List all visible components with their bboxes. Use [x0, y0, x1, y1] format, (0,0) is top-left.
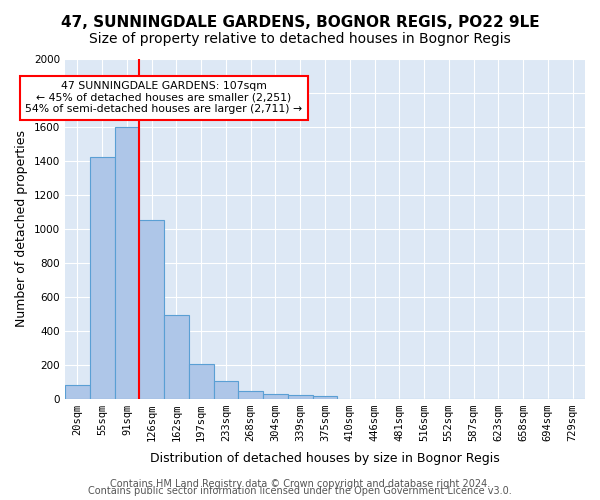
- Text: 47, SUNNINGDALE GARDENS, BOGNOR REGIS, PO22 9LE: 47, SUNNINGDALE GARDENS, BOGNOR REGIS, P…: [61, 15, 539, 30]
- Text: Contains HM Land Registry data © Crown copyright and database right 2024.: Contains HM Land Registry data © Crown c…: [110, 479, 490, 489]
- X-axis label: Distribution of detached houses by size in Bognor Regis: Distribution of detached houses by size …: [150, 452, 500, 465]
- Bar: [139, 220, 164, 398]
- Text: Contains public sector information licensed under the Open Government Licence v3: Contains public sector information licen…: [88, 486, 512, 496]
- Bar: [313, 396, 337, 398]
- Y-axis label: Number of detached properties: Number of detached properties: [16, 130, 28, 328]
- Bar: [90, 158, 115, 398]
- Bar: [65, 385, 90, 398]
- Bar: [263, 394, 288, 398]
- Bar: [238, 391, 263, 398]
- Bar: [164, 316, 189, 398]
- Text: 47 SUNNINGDALE GARDENS: 107sqm
← 45% of detached houses are smaller (2,251)
54% : 47 SUNNINGDALE GARDENS: 107sqm ← 45% of …: [25, 81, 302, 114]
- Bar: [214, 380, 238, 398]
- Bar: [189, 364, 214, 398]
- Bar: [115, 127, 139, 398]
- Text: Size of property relative to detached houses in Bognor Regis: Size of property relative to detached ho…: [89, 32, 511, 46]
- Bar: [288, 396, 313, 398]
